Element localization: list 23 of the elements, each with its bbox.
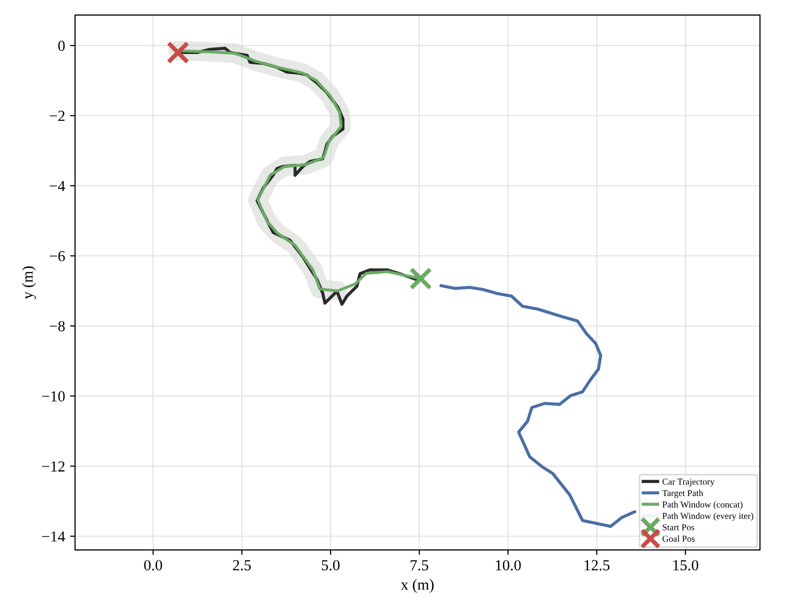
x-tick-label: 12.5 [584,560,610,570]
legend-label: Goal Pos [662,535,695,542]
y-tick-label: −14 [42,531,66,542]
x-tick-label: 0.0 [144,560,162,570]
x-tick-label: 5.0 [322,560,340,570]
x-tick-label: 7.5 [410,560,428,570]
y-tick-label: −6 [50,251,65,262]
x-axis-title: x (m) [400,579,434,593]
x-tick-label: 10.0 [496,560,521,570]
legend-label: Target Path [662,490,704,498]
y-tick-label: −12 [42,461,64,472]
legend-label: Start Pos [662,524,694,530]
x-tick-label: 15.0 [673,560,698,570]
y-tick-label: 0 [58,40,65,51]
x-tick-label: 2.5 [232,560,251,570]
y-tick-label: −8 [50,321,65,332]
y-tick-label: −10 [42,391,65,402]
y-tick-label: −2 [50,110,64,121]
legend-label: Path Window (every iter) [662,512,754,521]
legend-label: Car Trajectory [662,478,715,487]
y-axis-title: y (m) [22,266,36,300]
legend-label: Path Window (concat) [662,501,742,510]
y-tick-label: −4 [50,180,66,192]
